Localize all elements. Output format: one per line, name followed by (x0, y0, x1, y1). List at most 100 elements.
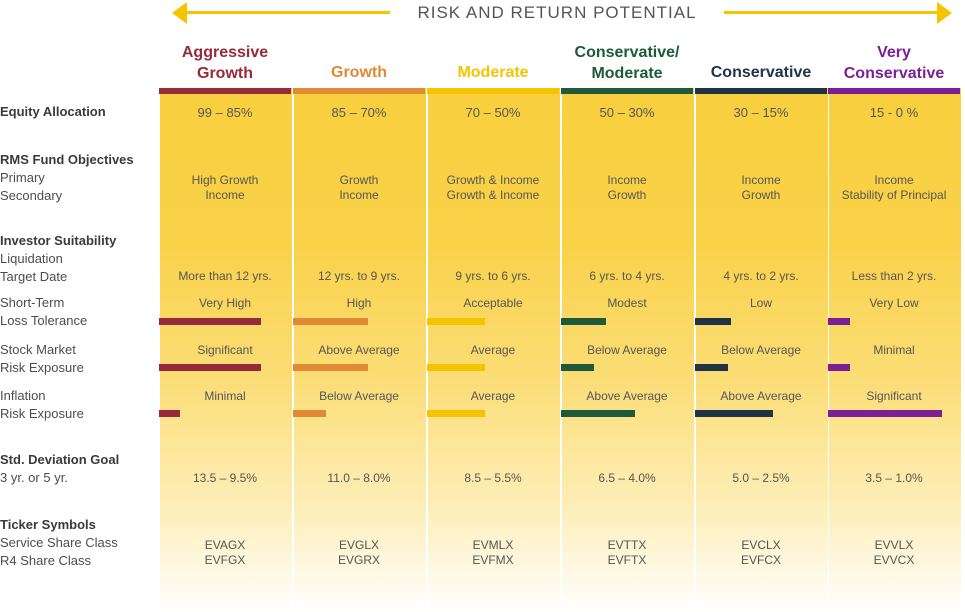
column-title-line1: Very (877, 44, 911, 61)
loss-tolerance-bar (159, 318, 261, 325)
column-color-rule (427, 88, 559, 94)
primary-objective: Growth (339, 173, 379, 187)
column-title-line2: Conservative (843, 65, 945, 82)
market-risk-bar (695, 364, 728, 371)
label-liquidation: Liquidation (0, 251, 63, 266)
loss-tolerance-value: Modest (607, 296, 647, 310)
secondary-objective: Stability of Principal (841, 188, 947, 202)
target-date-value: Less than 2 yrs. (851, 269, 937, 283)
target-date-value: 12 yrs. to 9 yrs. (317, 269, 401, 283)
ticker-service: EVGLX (338, 538, 380, 552)
ticker-r4: EVGRX (337, 553, 380, 567)
std-deviation-value: 13.5 – 9.5% (192, 471, 258, 485)
ticker-r4: EVFCX (740, 553, 781, 567)
label-std-deviation-period: 3 yr. or 5 yr. (0, 470, 68, 485)
column-title-line2: Moderate (591, 65, 663, 82)
target-date-value: 6 yrs. to 4 yrs. (589, 269, 665, 283)
market-risk-value: Below Average (721, 343, 801, 357)
market-risk-value: Above Average (318, 343, 400, 357)
label-loss-tolerance: Loss Tolerance (0, 313, 88, 328)
equity-allocation-value: 50 – 30% (599, 105, 655, 120)
column-title-line1: Conservative/ (574, 44, 680, 61)
ticker-r4: EVVCX (873, 553, 915, 567)
inflation-risk-value: Significant (866, 389, 922, 403)
market-risk-value: Below Average (587, 343, 667, 357)
inflation-risk-value: Minimal (204, 389, 246, 403)
equity-allocation-value: 99 – 85% (197, 105, 253, 120)
secondary-objective: Income (205, 188, 245, 202)
ticker-service: EVCLX (741, 538, 781, 552)
loss-tolerance-bar (427, 318, 485, 325)
market-risk-value: Significant (197, 343, 253, 357)
equity-allocation-value: 15 - 0 % (869, 105, 919, 120)
inflation-risk-bar (427, 410, 485, 417)
column-background (293, 88, 426, 612)
label-inflation: Inflation (0, 388, 46, 403)
loss-tolerance-bar (293, 318, 368, 325)
label-ticker-symbols: Ticker Symbols (0, 517, 96, 532)
column-background (695, 88, 828, 612)
label-inflation-risk-exposure: Risk Exposure (0, 406, 84, 421)
label-secondary: Secondary (0, 188, 63, 203)
column-color-rule (293, 88, 425, 94)
std-deviation-value: 5.0 – 2.5% (732, 471, 790, 485)
inflation-risk-bar (695, 410, 773, 417)
std-deviation-value: 3.5 – 1.0% (865, 471, 923, 485)
column-background (159, 88, 292, 612)
inflation-risk-bar (828, 410, 942, 417)
ticker-r4: EVFGX (204, 553, 246, 567)
std-deviation-value: 8.5 – 5.5% (464, 471, 522, 485)
label-std-deviation: Std. Deviation Goal (0, 452, 120, 467)
column-title: Aggressive Growth (158, 42, 292, 84)
ticker-service: EVVLX (874, 538, 914, 552)
equity-allocation-value: 30 – 15% (733, 105, 789, 120)
column-title: Very Conservative (827, 42, 961, 84)
column-title: Growth (292, 62, 426, 83)
loss-tolerance-value: High (346, 296, 372, 310)
primary-objective: Income (607, 173, 647, 187)
primary-objective: Income (741, 173, 781, 187)
ticker-service: EVAGX (204, 538, 246, 552)
secondary-objective: Income (339, 188, 379, 202)
market-risk-value: Average (470, 343, 516, 357)
ticker-service: EVTTX (607, 538, 647, 552)
inflation-risk-bar (561, 410, 635, 417)
loss-tolerance-value: Acceptable (463, 296, 523, 310)
label-stock-market: Stock Market (0, 342, 76, 357)
loss-tolerance-bar (828, 318, 850, 325)
column-color-rule (695, 88, 827, 94)
secondary-objective: Growth (607, 188, 647, 202)
column-title-line1: Moderate (457, 64, 529, 81)
market-risk-bar (828, 364, 850, 371)
inflation-risk-bar (159, 410, 180, 417)
ticker-r4: EVFMX (472, 553, 514, 567)
label-r4-share-class: R4 Share Class (0, 553, 92, 568)
market-risk-bar (561, 364, 594, 371)
std-deviation-value: 11.0 – 8.0% (327, 471, 391, 485)
market-risk-bar (159, 364, 261, 371)
ticker-r4: EVFTX (607, 553, 647, 567)
column-color-rule (828, 88, 960, 94)
column-color-rule (561, 88, 693, 94)
label-equity-allocation: Equity Allocation (0, 104, 106, 119)
loss-tolerance-value: Low (749, 296, 772, 310)
inflation-risk-bar (293, 410, 326, 417)
column-title-line2: Growth (197, 65, 253, 82)
inflation-risk-value: Above Average (586, 389, 668, 403)
equity-allocation-value: 85 – 70% (331, 105, 387, 120)
primary-objective: Income (874, 173, 914, 187)
column-title-line1: Conservative (710, 64, 812, 81)
column-color-rule (159, 88, 291, 94)
column-background (427, 88, 560, 612)
header-title: RISK AND RETURN POTENTIAL (417, 3, 697, 22)
column-title: Conservative (694, 62, 828, 83)
loss-tolerance-bar (695, 318, 731, 325)
column-background (561, 88, 694, 612)
arrow-right-icon (937, 2, 952, 24)
market-risk-bar (293, 364, 368, 371)
arrow-left-icon (172, 2, 187, 24)
target-date-value: 4 yrs. to 2 yrs. (723, 269, 799, 283)
label-market-risk-exposure: Risk Exposure (0, 360, 84, 375)
std-deviation-value: 6.5 – 4.0% (598, 471, 656, 485)
market-risk-bar (427, 364, 485, 371)
